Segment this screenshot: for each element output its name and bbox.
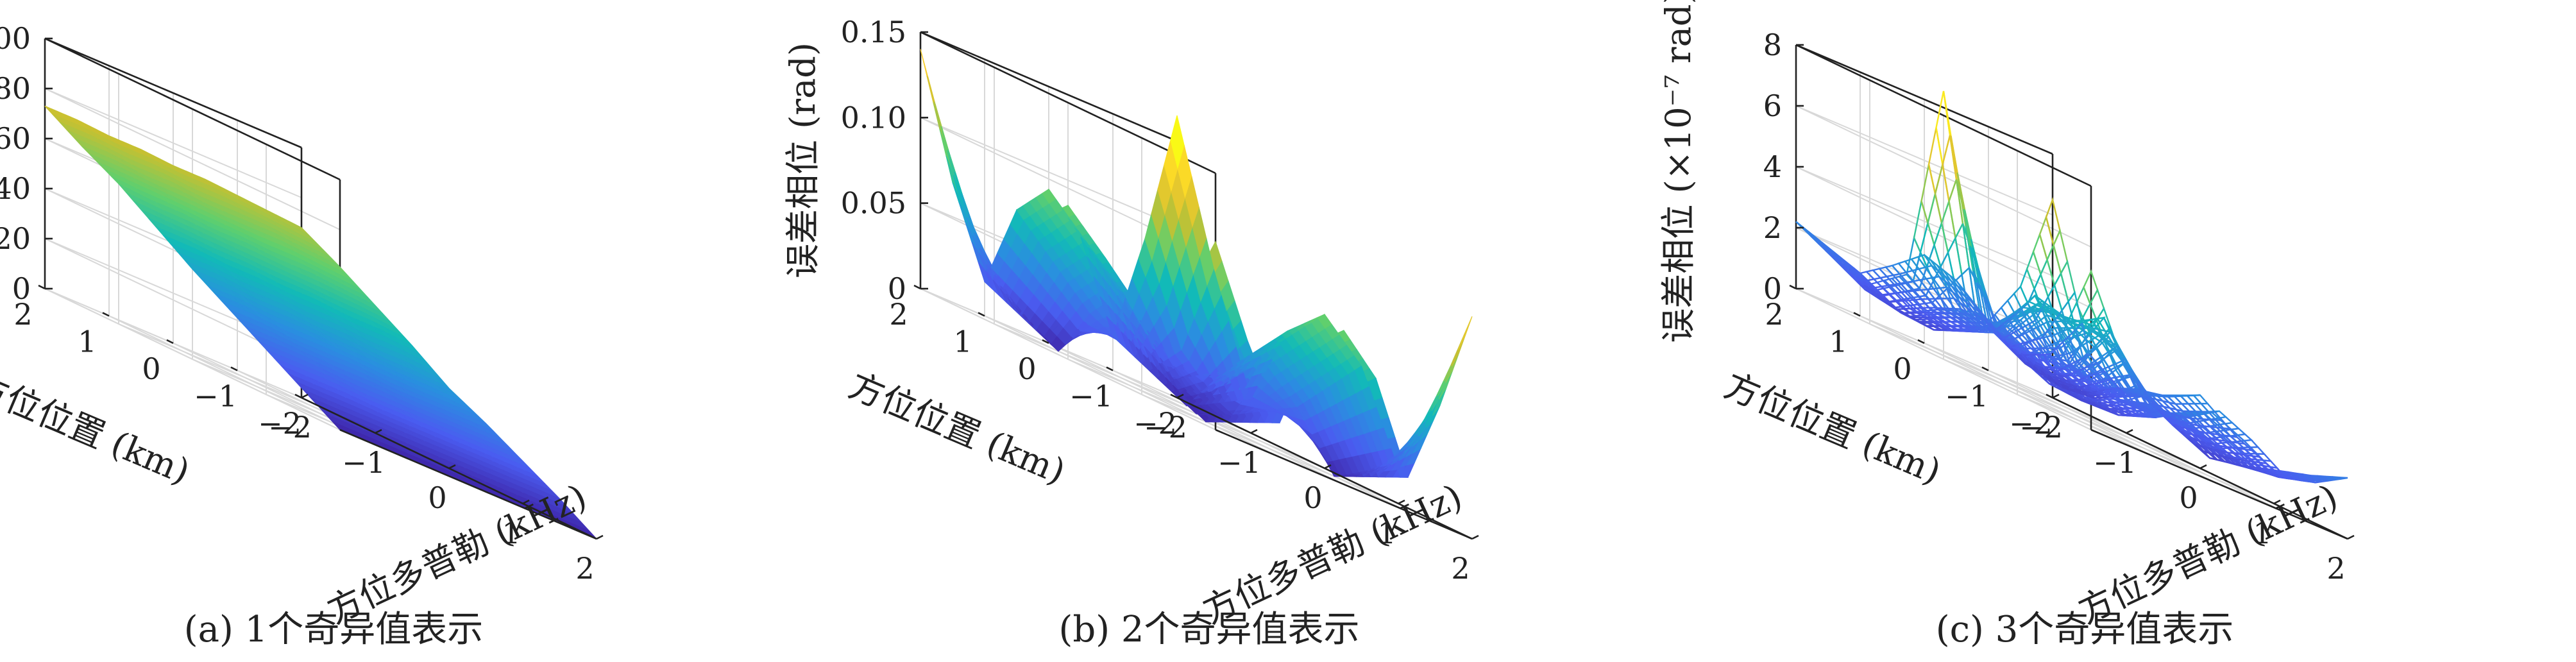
surface-cell xyxy=(1922,164,1936,223)
x-tick-label: 2 xyxy=(1451,551,1470,586)
surface-cell xyxy=(2194,395,2208,403)
panel-caption: (b) 2个奇异值表示 xyxy=(1059,609,1360,650)
y-tick-label: 0 xyxy=(142,352,160,386)
x-tick-mark xyxy=(2126,430,2133,433)
z-tick-label: 60 xyxy=(0,121,31,156)
z-tick-label: 2 xyxy=(1763,210,1782,245)
x-tick-mark xyxy=(1251,430,1257,433)
y-tick-mark xyxy=(1854,313,1860,316)
x-tick-mark xyxy=(2348,536,2354,539)
z-tick-label: 0 xyxy=(888,271,906,306)
surface-mesh xyxy=(1796,91,2348,482)
y-tick-mark xyxy=(1918,340,1924,343)
surface-cell xyxy=(1439,370,1453,400)
panel-caption: (c) 3个奇异值表示 xyxy=(1936,609,2234,650)
surface-cell xyxy=(2090,290,2105,320)
y-tick-label: −1 xyxy=(1069,379,1113,414)
x-tick-mark xyxy=(597,536,603,539)
x-tick-label: −1 xyxy=(2093,445,2137,480)
x-tick-mark xyxy=(2200,465,2207,468)
y-tick-mark xyxy=(295,395,301,398)
z-tick-label: 0 xyxy=(12,271,31,306)
x-tick-label: 0 xyxy=(2179,480,2198,515)
x-tick-label: 0 xyxy=(1303,480,1322,515)
panel-caption: (a) 1个奇异值表示 xyxy=(184,609,484,650)
z-tick-label: 20 xyxy=(0,221,31,256)
y-tick-mark xyxy=(978,313,985,316)
x-axis-label: 方位多普勒 (kHz) xyxy=(2072,476,2344,631)
z-tick-label: 6 xyxy=(1763,89,1782,123)
z-tick-label: 100 xyxy=(0,21,31,56)
z-tick-label: 8 xyxy=(1763,28,1782,62)
z-axis-label: 误差相位 (rad) xyxy=(783,42,823,278)
y-tick-label: 1 xyxy=(1829,325,1847,359)
surface-mesh xyxy=(920,49,1472,478)
x-tick-mark xyxy=(301,395,308,398)
y-tick-label: 1 xyxy=(953,325,972,359)
y-tick-label: −1 xyxy=(194,379,237,414)
y-axis-label: 方位位置 (km) xyxy=(1719,365,1947,492)
surface-cell xyxy=(1928,194,1942,245)
z-tick-label: 0.15 xyxy=(841,15,906,49)
x-tick-label: 0 xyxy=(428,480,446,515)
z-tick-label: 4 xyxy=(1763,149,1782,184)
y-tick-label: −2 xyxy=(2009,406,2053,441)
x-axis-label: 方位多普勒 (kHz) xyxy=(321,476,593,631)
x-tick-label: 2 xyxy=(575,551,594,586)
y-tick-mark xyxy=(103,313,109,316)
z-tick-label: 0.05 xyxy=(841,186,906,221)
surface-cell xyxy=(2201,403,2216,412)
z-tick-label: 0 xyxy=(1763,271,1782,306)
y-tick-mark xyxy=(38,285,45,289)
y-tick-mark xyxy=(2046,395,2053,398)
y-tick-mark xyxy=(1106,368,1113,371)
x-tick-label: −1 xyxy=(1217,445,1261,480)
z-tick-label: 80 xyxy=(0,71,31,106)
y-tick-mark xyxy=(167,340,173,343)
z-tick-label: 40 xyxy=(0,171,31,206)
z-tick-label: 0.10 xyxy=(841,100,906,135)
y-tick-label: −1 xyxy=(1945,379,1988,414)
y-tick-label: 0 xyxy=(1017,352,1036,386)
z-axis-label: 误差相位 (×10⁻⁷ rad) xyxy=(1658,0,1699,343)
y-axis-label: 方位位置 (km) xyxy=(843,365,1071,492)
x-tick-mark xyxy=(2053,395,2059,398)
x-tick-label: 2 xyxy=(2326,551,2345,586)
x-tick-mark xyxy=(1472,536,1479,539)
y-tick-label: 1 xyxy=(78,325,96,359)
x-axis-label: 方位多普勒 (kHz) xyxy=(1197,476,1468,631)
y-tick-label: −2 xyxy=(258,406,301,441)
y-tick-mark xyxy=(231,368,237,371)
y-tick-mark xyxy=(1790,285,1796,289)
surface-cell xyxy=(1459,316,1473,350)
y-tick-mark xyxy=(914,285,920,289)
y-tick-label: −2 xyxy=(1133,406,1177,441)
y-tick-label: 0 xyxy=(1893,352,1911,386)
surface-cell xyxy=(2334,477,2348,479)
x-tick-label: −1 xyxy=(342,445,386,480)
surface-cell xyxy=(1929,128,1943,194)
y-tick-mark xyxy=(1982,368,1988,371)
y-axis-label: 方位位置 (km) xyxy=(0,365,196,492)
